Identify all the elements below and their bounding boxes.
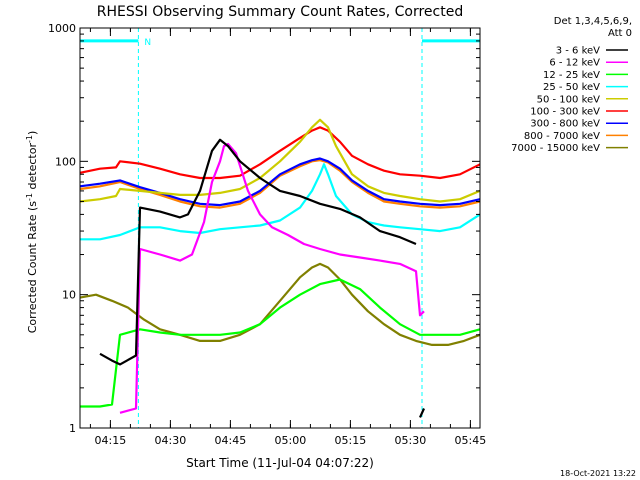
y-tick-label: 100 bbox=[55, 155, 76, 168]
y-tick-label: 1 bbox=[69, 422, 76, 435]
series-layer bbox=[79, 118, 481, 418]
y-tick-label: 1000 bbox=[48, 22, 76, 35]
series-line-4 bbox=[79, 118, 481, 203]
legend-label: 7000 - 15000 keV bbox=[511, 143, 600, 154]
plot-frame bbox=[79, 27, 481, 429]
legend-header-line2: Att 0 bbox=[608, 28, 632, 39]
legend-label: 50 - 100 keV bbox=[537, 94, 601, 105]
x-axis-label: Start Time (11-Jul-04 04:07:22) bbox=[186, 456, 374, 470]
legend-label: 6 - 12 keV bbox=[549, 58, 600, 69]
y-tick-label: 10 bbox=[62, 289, 76, 302]
x-tick-label: 05:00 bbox=[275, 434, 307, 447]
night-marker-label: N bbox=[144, 38, 151, 48]
legend-label: 12 - 25 keV bbox=[543, 70, 600, 81]
chart-title: RHESSI Observing Summary Count Rates, Co… bbox=[97, 4, 463, 20]
x-tick-label: 05:45 bbox=[455, 434, 487, 447]
legend-label: 100 - 300 keV bbox=[530, 107, 600, 118]
x-tick-label: 04:30 bbox=[155, 434, 187, 447]
series-line-3 bbox=[80, 163, 481, 241]
series-line-2 bbox=[80, 278, 481, 408]
legend-label: 300 - 800 keV bbox=[530, 119, 600, 130]
legend-label: 25 - 50 keV bbox=[543, 82, 600, 93]
x-tick-label: 04:15 bbox=[95, 434, 127, 447]
legend-header-line1: Det 1,3,4,5,6,9, bbox=[554, 16, 632, 27]
x-tick-label: 05:30 bbox=[395, 434, 427, 447]
series-line-1 bbox=[119, 142, 425, 414]
axes: 04:15 04:30 04:45 05:00 05:15 05:30 05:45 1 10 10… bbox=[48, 22, 486, 447]
series-line-7 bbox=[79, 159, 481, 209]
series-line-0 bbox=[99, 138, 426, 418]
y-axis-label: Corrected Count Rate (s-1 detector-1) bbox=[25, 131, 39, 334]
render-timestamp: 18-Oct-2021 13:22 bbox=[560, 469, 636, 478]
x-tick-label: 05:15 bbox=[335, 434, 367, 447]
series-line-5 bbox=[79, 126, 481, 180]
legend-label: 800 - 7000 keV bbox=[524, 131, 600, 142]
series-line-8 bbox=[79, 262, 481, 346]
x-tick-label: 04:45 bbox=[215, 434, 247, 447]
legend-label: 3 - 6 keV bbox=[556, 46, 600, 57]
